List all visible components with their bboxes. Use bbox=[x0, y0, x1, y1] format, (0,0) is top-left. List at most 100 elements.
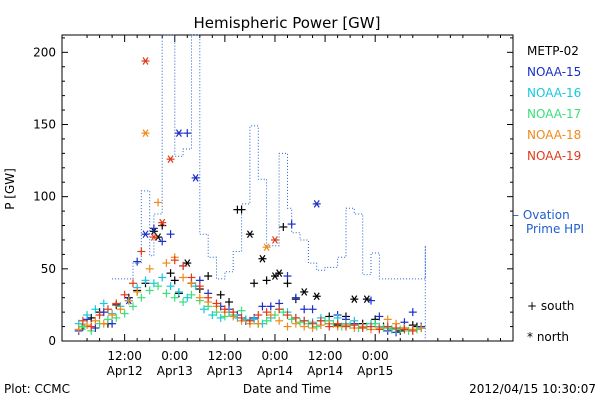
north-point bbox=[141, 230, 150, 239]
south-point bbox=[316, 316, 325, 325]
legend-entry: NOAA-17 bbox=[527, 107, 581, 121]
marker-legend-north: * north bbox=[527, 330, 569, 344]
south-point bbox=[112, 299, 121, 308]
south-point bbox=[137, 247, 146, 256]
south-point bbox=[87, 313, 96, 322]
south-point bbox=[291, 313, 300, 322]
south-point bbox=[145, 286, 154, 295]
south-point bbox=[245, 316, 254, 325]
south-point bbox=[308, 305, 317, 314]
south-point bbox=[162, 289, 171, 298]
north-point bbox=[350, 295, 359, 303]
ovation-legend-label: Prime HPI bbox=[526, 222, 584, 236]
south-point bbox=[300, 316, 309, 325]
star-stroke bbox=[313, 292, 320, 301]
south-point bbox=[325, 322, 334, 331]
star-stroke bbox=[167, 155, 174, 163]
x-tick-label: 12:00 bbox=[107, 349, 142, 363]
x-tick-label: 0:00 bbox=[362, 349, 389, 363]
south-point bbox=[99, 308, 108, 317]
south-point bbox=[237, 205, 246, 214]
south-point bbox=[408, 326, 417, 335]
south-point bbox=[266, 302, 275, 311]
south-point bbox=[78, 316, 87, 325]
south-point bbox=[392, 324, 401, 333]
x-tick-label: 0:00 bbox=[261, 349, 288, 363]
south-point bbox=[262, 276, 271, 285]
south-point bbox=[250, 315, 259, 324]
x-tick-label: 12:00 bbox=[208, 349, 243, 363]
south-point bbox=[358, 324, 367, 333]
north-point bbox=[245, 230, 254, 239]
star-stroke bbox=[142, 129, 149, 137]
star-stroke bbox=[351, 295, 358, 303]
south-point bbox=[154, 198, 163, 207]
star-stroke bbox=[259, 254, 266, 263]
south-point bbox=[275, 305, 284, 314]
x-axis: 12:00Apr120:00Apr1312:00Apr130:00Apr1412… bbox=[61, 35, 514, 378]
south-point bbox=[99, 299, 108, 308]
south-point bbox=[91, 305, 100, 314]
star-stroke bbox=[159, 218, 166, 227]
south-point bbox=[383, 322, 392, 331]
x-axis-label: Date and Time bbox=[243, 382, 331, 396]
south-point bbox=[187, 273, 196, 282]
south-point bbox=[408, 308, 417, 317]
x-tick-date-label: Apr13 bbox=[207, 364, 243, 378]
south-point bbox=[166, 230, 175, 239]
south-point bbox=[133, 257, 142, 266]
south-point bbox=[367, 296, 376, 305]
star-stroke bbox=[271, 236, 278, 244]
ovation-hpi-line bbox=[112, 34, 426, 341]
star-stroke bbox=[142, 57, 149, 65]
south-point bbox=[241, 315, 250, 324]
south-point bbox=[120, 309, 129, 318]
south-point bbox=[120, 290, 129, 299]
south-point bbox=[170, 293, 179, 302]
y-tick-label: 200 bbox=[33, 45, 56, 59]
south-point bbox=[216, 313, 225, 322]
star-stroke bbox=[276, 269, 283, 278]
star-stroke bbox=[313, 200, 320, 208]
north-point bbox=[270, 236, 279, 244]
y-tick-label: 50 bbox=[41, 262, 56, 276]
south-point bbox=[341, 322, 350, 331]
x-tick-date-label: Apr14 bbox=[307, 364, 343, 378]
south-point bbox=[283, 322, 292, 331]
south-point bbox=[300, 305, 309, 314]
south-point bbox=[266, 311, 275, 320]
south-point bbox=[262, 308, 271, 317]
north-point bbox=[191, 174, 200, 182]
south-point bbox=[283, 279, 292, 288]
legend-entry: NOAA-16 bbox=[527, 86, 581, 100]
south-point bbox=[83, 321, 92, 330]
south-point bbox=[183, 293, 192, 302]
south-point bbox=[225, 298, 234, 307]
south-point bbox=[387, 325, 396, 334]
south-point bbox=[179, 261, 188, 270]
south-point bbox=[237, 313, 246, 322]
south-point bbox=[108, 319, 117, 328]
south-point bbox=[166, 282, 175, 291]
south-point bbox=[333, 319, 342, 328]
south-point bbox=[174, 287, 183, 296]
south-point bbox=[291, 293, 300, 302]
south-point bbox=[95, 311, 104, 320]
south-point bbox=[103, 305, 112, 314]
south-point bbox=[112, 313, 121, 322]
south-point bbox=[237, 306, 246, 315]
legend-entry: NOAA-18 bbox=[527, 128, 581, 142]
south-point bbox=[375, 325, 384, 334]
legend-entry: NOAA-19 bbox=[527, 149, 581, 163]
footer-plot-credit: Plot: CCMC bbox=[4, 382, 70, 396]
north-point bbox=[158, 218, 167, 227]
south-point bbox=[204, 293, 213, 302]
north-point bbox=[275, 269, 284, 278]
south-point bbox=[83, 311, 92, 320]
y-tick-label: 0 bbox=[48, 334, 56, 348]
legend-entry: METP-02 bbox=[527, 44, 579, 58]
south-point bbox=[279, 308, 288, 317]
star-stroke bbox=[301, 288, 308, 296]
